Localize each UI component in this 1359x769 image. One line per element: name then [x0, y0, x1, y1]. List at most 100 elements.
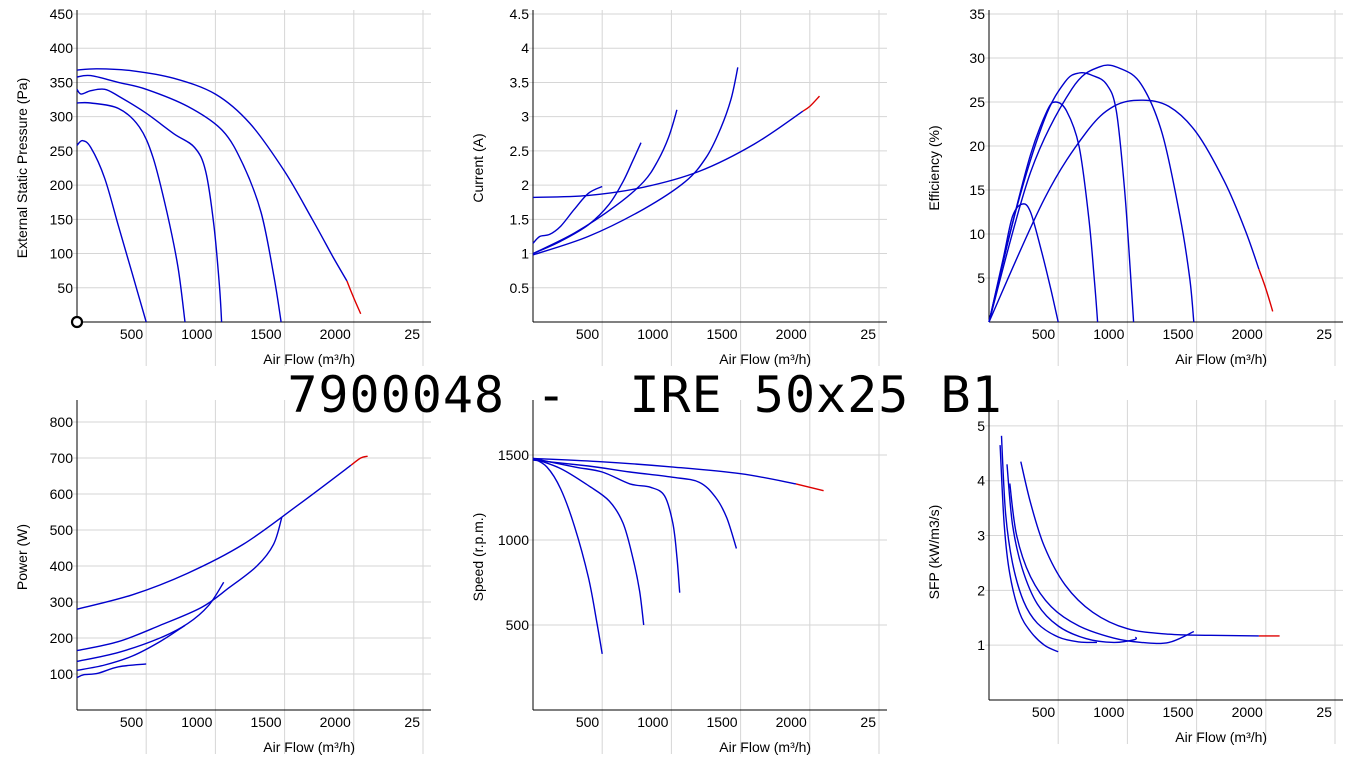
chart-sfp: 500 1000 1500 2000 25 1 2 3 4 5 Air Flow (m³/h) SFP… [926, 400, 1343, 745]
x-tick-label: 25 [860, 714, 876, 730]
x-tick-label: 1500 [1162, 704, 1193, 720]
performance-curve [999, 445, 1059, 653]
y-tick-label: 1 [521, 246, 529, 262]
x-tick-label: 1000 [1093, 704, 1124, 720]
x-axis-title: Air Flow (m³/h) [1175, 729, 1267, 745]
x-tick-label: 2000 [1232, 326, 1263, 342]
x-tick-label: 2000 [320, 714, 351, 730]
performance-curve [532, 67, 739, 256]
y-tick-label: 200 [50, 177, 74, 193]
y-tick-label: 0.5 [510, 280, 530, 296]
y-tick-label: 3 [977, 528, 985, 544]
performance-curve [988, 101, 1099, 323]
y-tick-label: 250 [50, 143, 74, 159]
x-tick-label: 25 [404, 326, 420, 342]
y-tick-label: 350 [50, 74, 74, 90]
performance-curve [532, 459, 738, 549]
y-tick-label: 400 [50, 40, 74, 56]
x-axis-title: Air Flow (m³/h) [263, 739, 355, 755]
x-tick-label: 500 [576, 714, 600, 730]
limit-curve [795, 483, 824, 492]
x-tick-label: 1500 [706, 714, 737, 730]
performance-curve [76, 663, 147, 679]
x-axis-title: Air Flow (m³/h) [263, 351, 355, 367]
x-tick-label: 2000 [1232, 704, 1263, 720]
x-tick-label: 1500 [250, 714, 281, 730]
y-tick-label: 20 [969, 138, 985, 154]
y-tick-label: 10 [969, 226, 985, 242]
x-tick-label: 1000 [181, 326, 212, 342]
y-axis-title: Speed (r.p.m.) [470, 513, 486, 602]
x-axis-title: Air Flow (m³/h) [719, 739, 811, 755]
y-tick-label: 2 [521, 177, 529, 193]
y-tick-label: 400 [50, 558, 74, 574]
y-tick-label: 150 [50, 211, 74, 227]
y-tick-label: 1.5 [510, 211, 530, 227]
y-tick-label: 2.5 [510, 143, 530, 159]
performance-curve [532, 457, 645, 626]
chart-pressure: 500 1000 1500 2000 25 50 100 150 200 250 300 350 400… [14, 6, 431, 367]
y-tick-label: 600 [50, 486, 74, 502]
y-tick-label: 30 [969, 50, 985, 66]
x-tick-label: 2000 [776, 714, 807, 730]
x-tick-label: 500 [576, 326, 600, 342]
performance-curve [988, 203, 1059, 323]
performance-curve [1020, 461, 1259, 637]
limit-curve [346, 280, 362, 315]
y-tick-label: 300 [50, 109, 74, 125]
y-tick-label: 5 [977, 270, 985, 286]
performance-curve [76, 88, 223, 323]
performance-curve [532, 185, 603, 244]
performance-curve [532, 457, 603, 655]
x-tick-label: 2000 [776, 326, 807, 342]
performance-curve [988, 71, 1135, 323]
y-tick-label: 1 [977, 637, 985, 653]
y-tick-label: 500 [50, 522, 74, 538]
y-tick-label: 1000 [498, 532, 529, 548]
performance-curve [1000, 435, 1098, 644]
performance-curve [76, 139, 147, 323]
performance-curve [988, 99, 1260, 323]
performance-curve [76, 74, 282, 323]
y-axis-title: External Static Pressure (Pa) [14, 78, 30, 259]
y-tick-label: 700 [50, 450, 74, 466]
performance-curve [76, 464, 352, 610]
x-tick-label: 25 [1316, 704, 1332, 720]
x-axis-title: Air Flow (m³/h) [719, 351, 811, 367]
performance-curve [76, 517, 283, 652]
y-tick-label: 25 [969, 94, 985, 110]
y-tick-label: 3.5 [510, 74, 530, 90]
x-tick-label: 500 [120, 714, 144, 730]
y-axis-title: Efficiency (%) [926, 125, 942, 210]
x-tick-label: 1000 [181, 714, 212, 730]
performance-curve [76, 581, 225, 663]
y-tick-label: 800 [50, 414, 74, 430]
x-tick-label: 25 [860, 326, 876, 342]
y-tick-label: 35 [969, 6, 985, 22]
x-tick-label: 25 [1316, 326, 1332, 342]
x-tick-label: 500 [1032, 704, 1056, 720]
y-tick-label: 1500 [498, 447, 529, 463]
y-tick-label: 100 [50, 666, 74, 682]
chart-speed: 500 1000 1500 2000 25 500 1000 1500 Air Flow (m³… [470, 400, 887, 755]
performance-curve [532, 110, 804, 199]
y-tick-label: 450 [50, 6, 74, 22]
performance-curve [1009, 483, 1195, 645]
chart-efficiency: 500 1000 1500 2000 25 5 10 15 20 25 30 35 Air Flow (… [926, 6, 1343, 367]
y-tick-label: 15 [969, 182, 985, 198]
x-tick-label: 1000 [637, 326, 668, 342]
y-tick-label: 4 [977, 473, 985, 489]
y-tick-label: 100 [50, 246, 74, 262]
x-tick-label: 1500 [250, 326, 281, 342]
x-tick-label: 500 [120, 326, 144, 342]
y-tick-label: 50 [57, 280, 73, 296]
chart-power: 500 1000 1500 2000 25 100 200 300 400 500 600 700 80… [14, 400, 431, 755]
x-tick-label: 1000 [1093, 326, 1124, 342]
performance-curve [532, 457, 681, 593]
y-tick-label: 4 [521, 40, 529, 56]
limit-curve [350, 455, 368, 466]
x-tick-label: 500 [1032, 326, 1056, 342]
y-tick-label: 5 [977, 418, 985, 434]
y-tick-label: 2 [977, 582, 985, 598]
